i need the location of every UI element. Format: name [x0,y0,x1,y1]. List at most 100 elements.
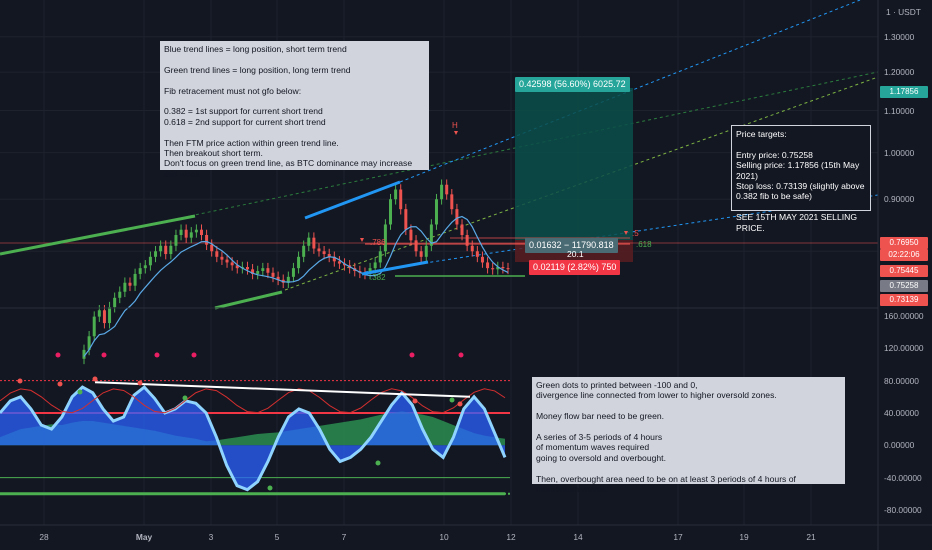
osc-tick: 120.00000 [884,343,924,354]
entry-label[interactable]: 0.01632 − 11790.818 [525,238,618,253]
candle-body[interactable] [210,244,214,252]
candle-body[interactable] [143,265,147,269]
candle-body[interactable] [154,251,158,257]
candle-body[interactable] [169,245,173,255]
candle-body[interactable] [199,229,203,236]
candle-body[interactable] [496,267,500,270]
candle-body[interactable] [113,297,117,308]
candle-body[interactable] [434,199,438,225]
candle-body[interactable] [194,229,198,233]
green-trend-line-lower[interactable] [214,290,283,310]
time-tick: 7 [341,532,347,542]
candle-body[interactable] [123,282,127,292]
divergence-line[interactable] [94,381,471,398]
candle-body[interactable] [97,310,101,317]
candle-body[interactable] [445,184,449,195]
candle-body[interactable] [286,276,290,283]
candle-body[interactable] [245,267,249,270]
candle-body[interactable] [465,235,469,246]
candle-body[interactable] [414,240,418,252]
candle-body[interactable] [470,245,474,252]
candle-body[interactable] [174,235,178,246]
candle-body[interactable] [440,184,444,200]
candle-body[interactable] [383,224,387,252]
candle-body[interactable] [271,272,275,277]
candle-body[interactable] [373,262,377,269]
candle-body[interactable] [87,336,91,350]
candle-body[interactable] [480,256,484,263]
candle-body[interactable] [460,224,464,236]
candle-body[interactable] [159,245,163,252]
osc-tick: -40.00000 [884,472,922,483]
scale-dot: · [893,7,896,17]
candle-body[interactable] [108,307,112,324]
note-trend-lines[interactable]: Blue trend lines = long position, short … [160,41,429,179]
candle-body[interactable] [276,276,280,280]
candle-body[interactable] [118,291,122,298]
candle-body[interactable] [225,259,229,263]
candle-body[interactable] [378,251,382,263]
note-price-targets[interactable]: Price targets: Entry price: 0.75258 Sell… [731,125,871,233]
candle-body[interactable] [455,209,459,225]
candle-body[interactable] [133,273,137,286]
candle-body[interactable] [486,262,490,269]
candle-body[interactable] [429,224,433,246]
candle-body[interactable] [394,189,398,200]
candle-body[interactable] [256,271,260,274]
scale-currency[interactable]: 1 · USDT [886,7,921,17]
time-tick: 28 [39,532,49,542]
candle-body[interactable] [82,349,86,359]
oscillator-pane[interactable] [0,352,510,496]
candle-body[interactable] [506,268,510,270]
candle-body[interactable] [215,251,219,257]
candle-body[interactable] [327,254,331,257]
candle-body[interactable] [424,245,428,257]
time-tick: 21 [806,532,816,542]
time-tick: 19 [739,532,749,542]
stop-label[interactable]: 0.02119 (2.82%) 750 [529,260,621,275]
candle-body[interactable] [419,251,423,257]
candle-body[interactable] [475,251,479,257]
candle-body[interactable] [179,229,183,236]
blue-trend-line-upper[interactable] [304,180,401,220]
candle-body[interactable] [148,256,152,266]
target-label[interactable]: 0.42598 (56.60%) 6025.72 [515,77,630,92]
candle-body[interactable] [230,262,234,266]
candle-body[interactable] [164,245,168,255]
candle-body[interactable] [92,316,96,337]
candle-body[interactable] [189,232,193,238]
candle-body[interactable] [491,268,495,270]
candle-body[interactable] [337,261,341,264]
note-oscillator[interactable]: Green dots to printed between -100 and 0… [532,377,845,494]
candle-body[interactable] [266,268,270,273]
candle-body[interactable] [102,310,106,324]
candle-body[interactable] [312,237,316,249]
candle-body[interactable] [128,282,132,286]
candle-body[interactable] [389,199,393,225]
blue-trend-line-lower[interactable] [361,260,429,276]
candle-body[interactable] [317,248,321,252]
candle-body[interactable] [251,269,255,274]
candle-body[interactable] [501,267,505,269]
candle-body[interactable] [184,229,188,238]
candle-body[interactable] [302,245,306,257]
signal-dot [55,352,61,358]
candle-body[interactable] [404,209,408,230]
candle-body[interactable] [291,268,295,277]
target-zone[interactable] [515,88,633,240]
candle-body[interactable] [399,189,403,210]
candle-body[interactable] [261,268,265,272]
candle-body[interactable] [220,256,224,260]
candle-body[interactable] [138,268,142,274]
candle-body[interactable] [205,235,209,245]
candle-body[interactable] [332,256,336,262]
candle-body[interactable] [297,256,301,269]
candle-body[interactable] [235,265,239,269]
candle-body[interactable] [409,229,413,241]
candle-body[interactable] [307,237,311,246]
candle-body[interactable] [450,194,454,210]
osc-tick: 40.00000 [884,407,919,418]
green-trend-line-upper[interactable] [0,214,196,256]
candle-body[interactable] [322,251,326,255]
